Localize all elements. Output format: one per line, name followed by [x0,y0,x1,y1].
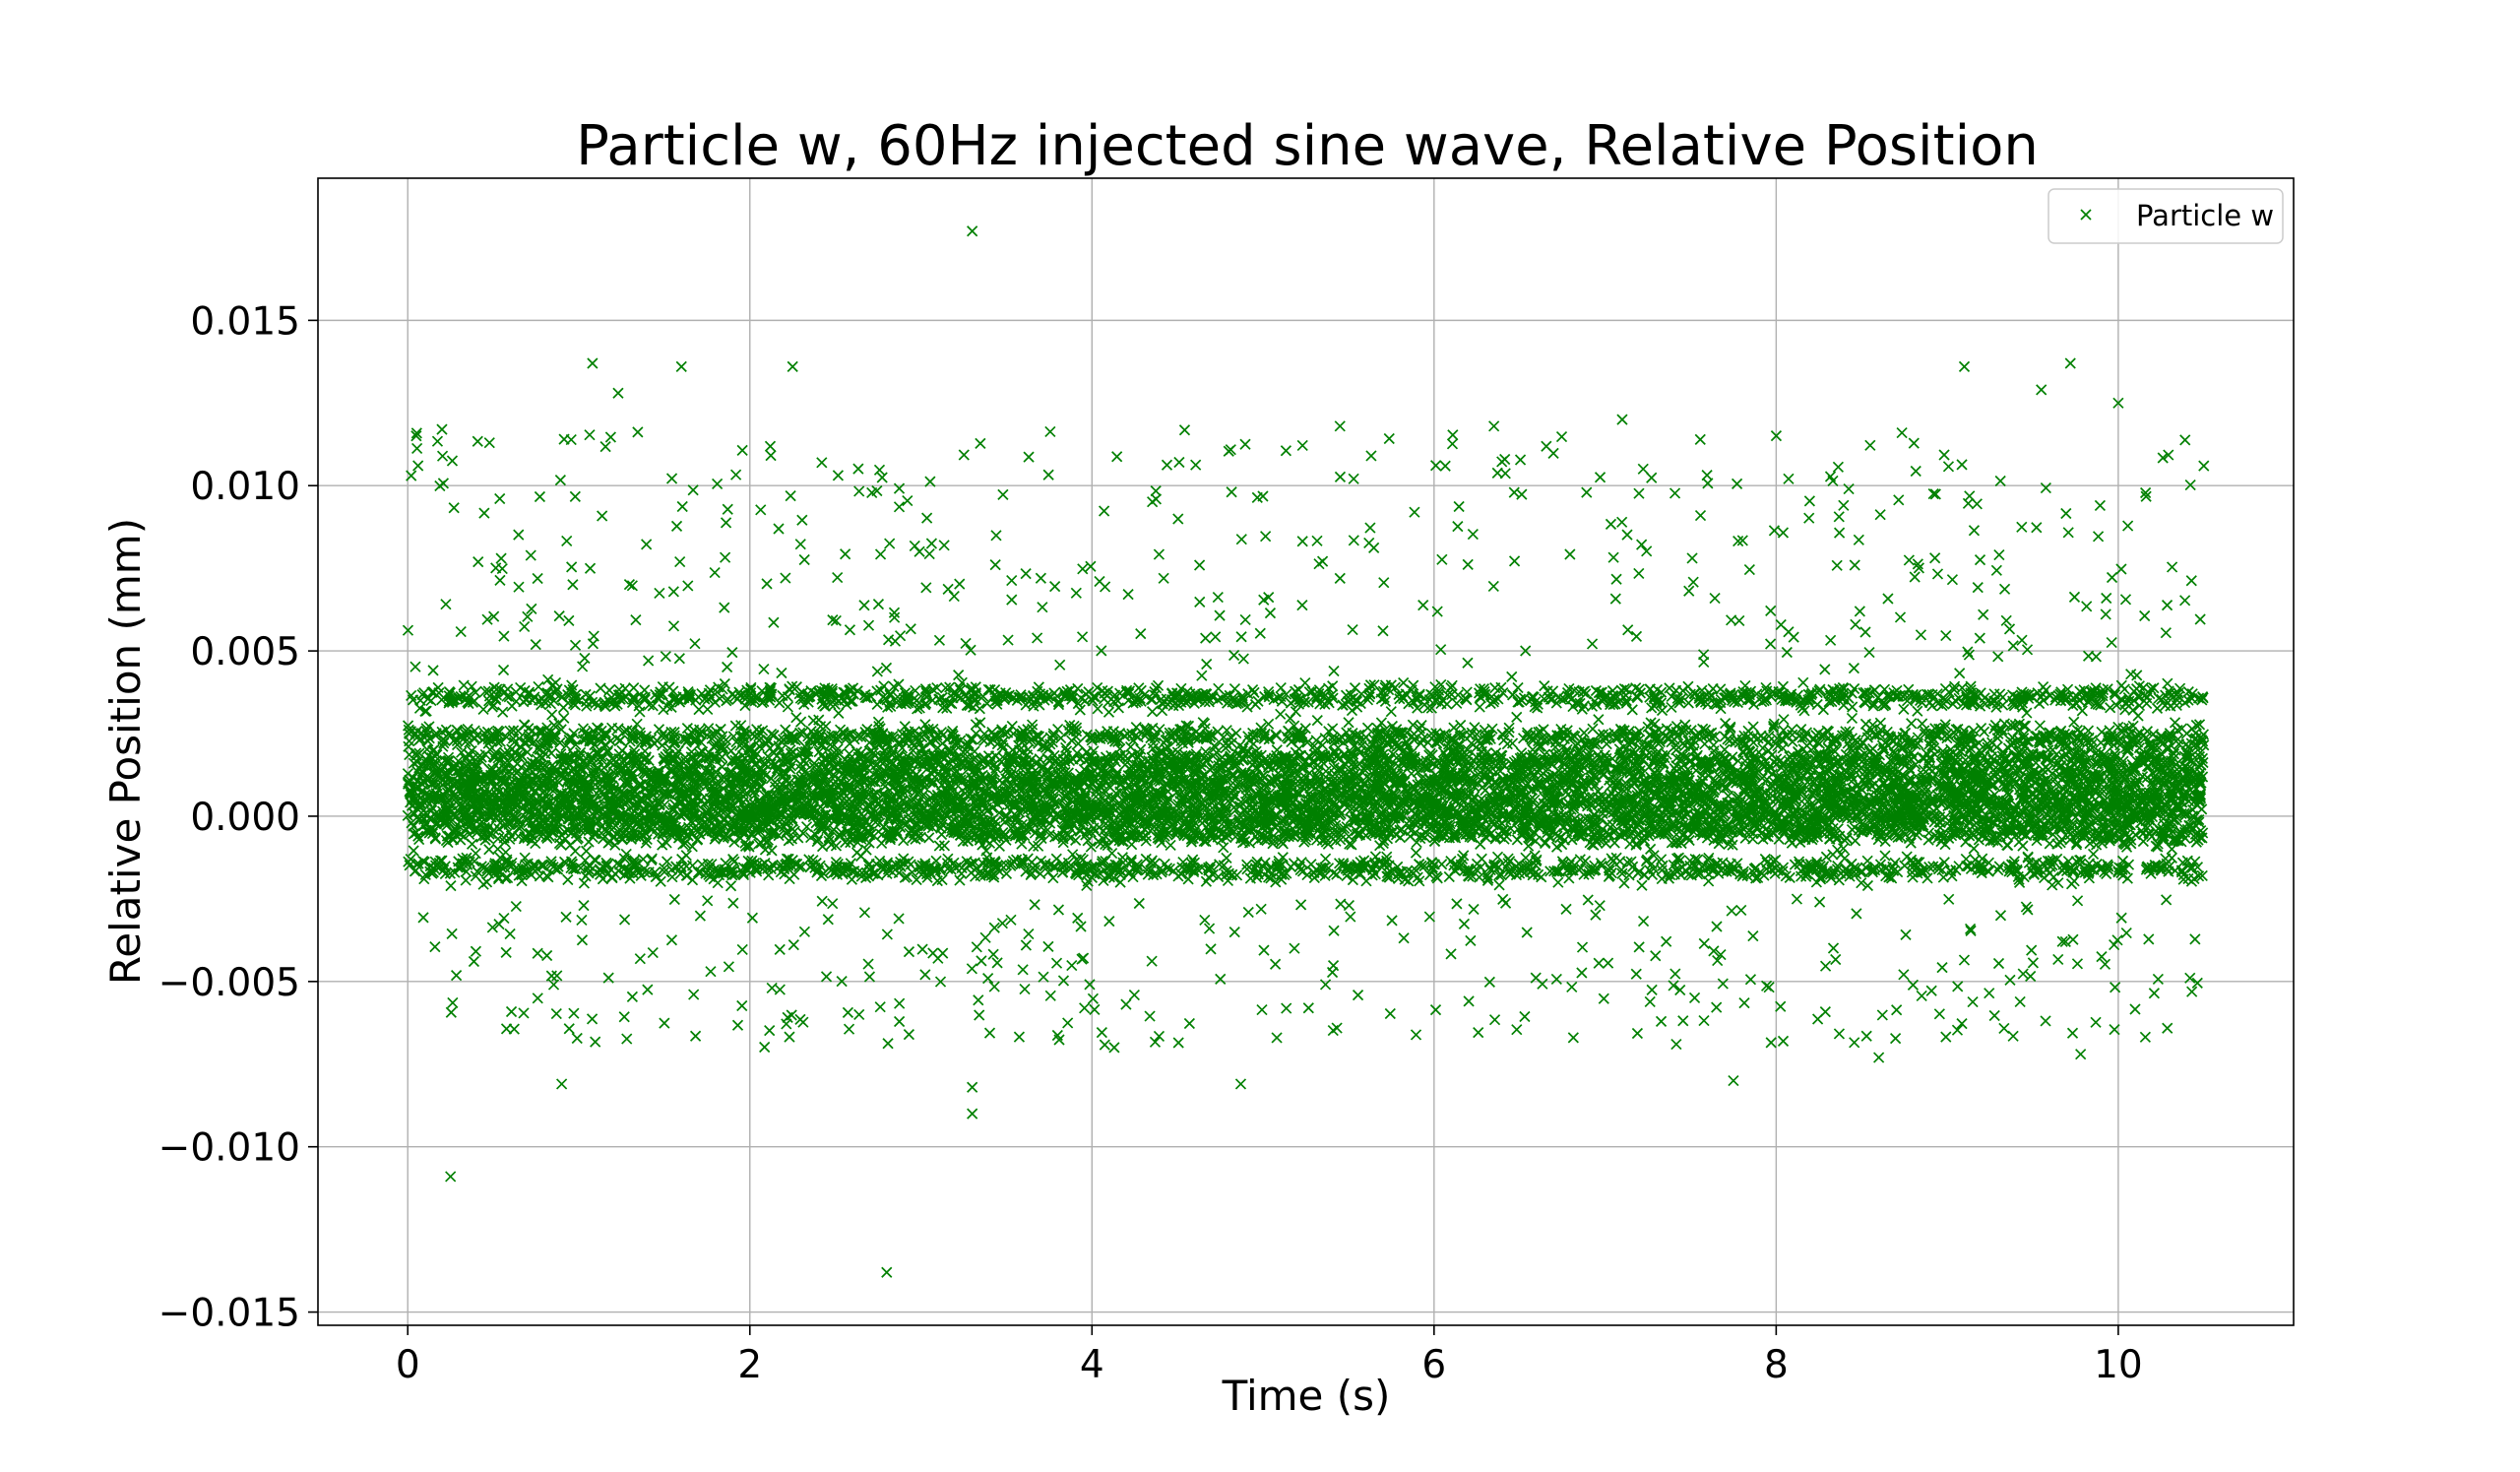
data-point [1125,854,1137,866]
data-point [497,706,509,718]
data-point [1425,728,1437,739]
data-point [757,725,769,736]
data-point [1252,868,1264,880]
data-point [1241,701,1253,713]
data-point [2076,705,2088,717]
chart-title: Particle w, 60Hz injected sine wave, Rel… [576,114,2039,178]
data-point [1182,873,1194,885]
data-point [1331,868,1343,880]
data-point [456,746,468,758]
data-point [1596,860,1607,872]
data-point [1797,676,1809,688]
data-point [931,875,943,887]
data-point [1146,706,1159,718]
data-point [1636,879,1648,891]
data-point [502,871,514,884]
data-point [1898,703,1910,715]
data-point [659,866,670,878]
data-point [2194,746,2206,758]
data-point [1656,854,1668,865]
data-point [739,840,752,852]
data-point [1187,854,1199,865]
data-point [603,684,615,696]
data-point [2148,682,2160,694]
data-point [728,836,740,848]
data-point [1556,856,1568,867]
data-point [1512,681,1524,694]
data-point [2109,688,2121,701]
data-point [402,809,413,821]
data-point [522,746,534,758]
data-point [1539,680,1550,692]
data-point [1337,699,1349,711]
data-layer [402,225,2210,1278]
data-point [1249,698,1262,711]
